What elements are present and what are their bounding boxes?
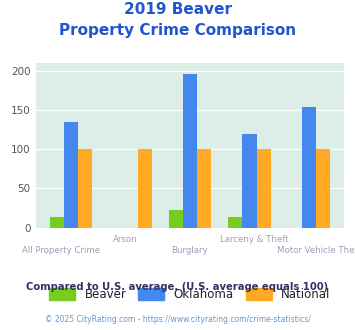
- Text: Property Crime Comparison: Property Crime Comparison: [59, 23, 296, 38]
- Legend: Beaver, Oklahoma, National: Beaver, Oklahoma, National: [45, 283, 335, 306]
- Bar: [316, 149, 330, 228]
- Text: Burglary: Burglary: [171, 246, 208, 255]
- Bar: [257, 149, 271, 228]
- Bar: [169, 211, 183, 228]
- Text: Compared to U.S. average. (U.S. average equals 100): Compared to U.S. average. (U.S. average …: [26, 282, 329, 292]
- Text: Motor Vehicle Theft: Motor Vehicle Theft: [277, 246, 355, 255]
- Bar: [78, 149, 92, 228]
- Bar: [242, 134, 257, 228]
- Bar: [197, 149, 211, 228]
- Text: © 2025 CityRating.com - https://www.cityrating.com/crime-statistics/: © 2025 CityRating.com - https://www.city…: [45, 315, 310, 324]
- Text: All Property Crime: All Property Crime: [22, 246, 100, 255]
- Bar: [64, 122, 78, 228]
- Text: Larceny & Theft: Larceny & Theft: [220, 235, 289, 244]
- Bar: [50, 217, 64, 228]
- Bar: [183, 74, 197, 228]
- Text: Arson: Arson: [113, 235, 138, 244]
- Bar: [302, 108, 316, 228]
- Bar: [228, 217, 242, 228]
- Text: 2019 Beaver: 2019 Beaver: [124, 2, 231, 16]
- Bar: [138, 149, 152, 228]
